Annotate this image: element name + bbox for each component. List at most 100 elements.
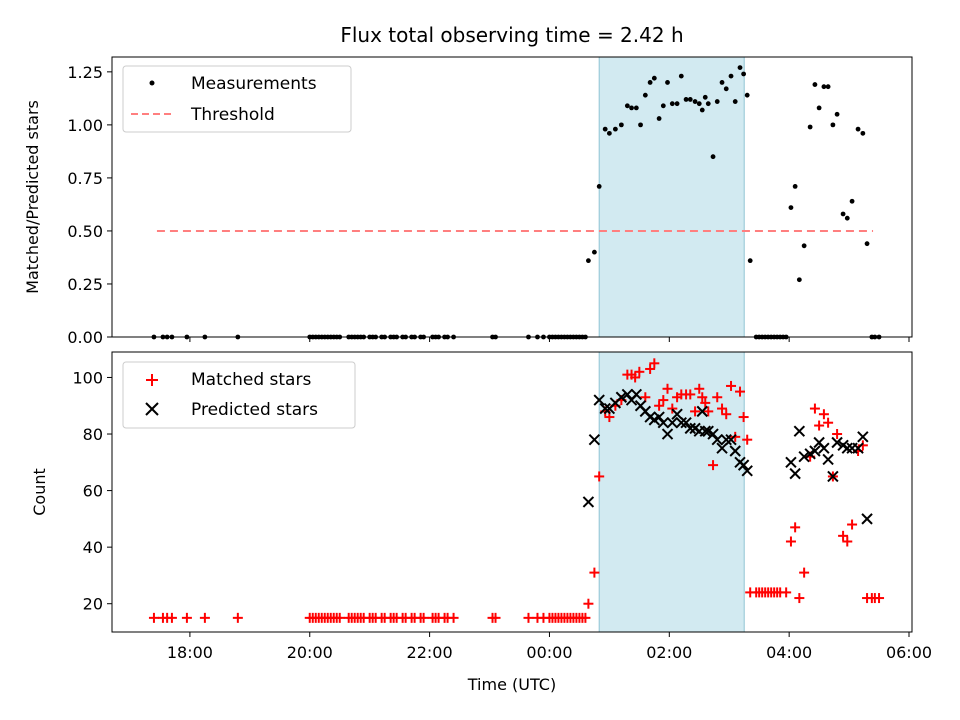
data-point-plus xyxy=(794,593,805,604)
data-point-x xyxy=(666,416,679,429)
data-point xyxy=(821,84,827,90)
data-point xyxy=(807,124,813,130)
data-point xyxy=(674,101,680,107)
x-axis-label: Time (UTC) xyxy=(467,675,556,694)
data-point-plus xyxy=(645,363,656,374)
top-axes-frame xyxy=(111,56,913,338)
data-point xyxy=(844,215,850,221)
data-point xyxy=(747,258,753,264)
data-point xyxy=(855,126,861,132)
data-point xyxy=(860,130,866,136)
data-point-plus xyxy=(490,612,501,623)
data-point xyxy=(612,126,618,132)
data-point-x xyxy=(599,402,611,415)
y-tick-label: 0.25 xyxy=(67,275,103,294)
data-point xyxy=(606,130,612,136)
y-tick-label: 20 xyxy=(83,595,103,614)
legend-label-threshold: Threshold xyxy=(190,105,275,125)
data-point-x xyxy=(621,388,634,401)
top-legend-box xyxy=(122,65,352,133)
data-point xyxy=(642,92,648,98)
data-point xyxy=(702,94,708,100)
data-point-x xyxy=(809,445,821,457)
legend-label-predicted: Predicted stars xyxy=(191,400,318,420)
data-point-x xyxy=(684,422,696,435)
data-point xyxy=(816,105,822,111)
y-tick-label: 0.00 xyxy=(67,328,103,347)
y-tick-label: 0.50 xyxy=(67,222,103,241)
data-point xyxy=(660,103,666,109)
data-point-plus xyxy=(199,612,210,623)
data-point-plus xyxy=(654,400,665,411)
top-panel: Flux total observing time = 2.42 h 0.00 0… xyxy=(23,23,913,347)
data-point-plus xyxy=(738,412,749,423)
data-point-plus xyxy=(694,383,705,394)
data-point-plus xyxy=(832,429,843,440)
data-point xyxy=(812,82,818,87)
x-tick-label: 00:00 xyxy=(526,643,572,662)
data-point xyxy=(849,198,855,204)
data-point-x xyxy=(630,388,643,401)
data-point xyxy=(638,122,643,128)
data-point xyxy=(699,107,705,113)
data-point xyxy=(669,101,675,107)
series-predicted-stars xyxy=(582,388,873,525)
data-point-plus xyxy=(842,536,853,547)
observing-window-shade xyxy=(598,351,745,633)
data-point-x xyxy=(857,431,869,443)
data-point-plus xyxy=(634,366,645,377)
data-point-x xyxy=(593,394,605,406)
data-point-plus xyxy=(418,612,429,623)
data-point xyxy=(801,243,807,249)
legend-marker-matched xyxy=(146,374,158,386)
top-legend: Measurements Threshold xyxy=(122,65,352,133)
data-point xyxy=(788,205,794,211)
data-point-plus xyxy=(721,409,732,420)
data-point-plus xyxy=(334,612,345,623)
data-point-plus xyxy=(838,530,849,541)
y-tick-label: 60 xyxy=(83,482,103,501)
data-point-plus xyxy=(232,612,243,623)
bottom-y-axis-label: Count xyxy=(30,468,49,516)
data-point-plus xyxy=(742,434,753,445)
data-point xyxy=(744,92,750,98)
data-point-plus xyxy=(717,403,728,414)
data-point-x xyxy=(785,456,797,469)
data-point xyxy=(737,65,743,71)
data-point-plus xyxy=(148,612,159,623)
data-point xyxy=(723,86,729,92)
bottom-axes-frame xyxy=(111,351,913,633)
data-point-plus xyxy=(700,397,711,408)
data-point-x xyxy=(671,408,683,420)
data-point xyxy=(633,105,639,111)
data-point-x xyxy=(588,433,601,446)
data-point-x xyxy=(822,453,834,466)
data-point xyxy=(651,75,657,81)
data-point-x xyxy=(841,442,853,454)
data-point xyxy=(624,103,630,109)
data-point-plus xyxy=(589,567,600,578)
y-tick-label: 40 xyxy=(83,538,103,557)
bottom-panel: 20 40 60 80 100 18:00 20:00 22:00 00:00 02:00 04:… xyxy=(30,351,932,694)
data-point-x xyxy=(582,496,595,508)
data-point xyxy=(792,183,798,189)
data-point-plus xyxy=(166,612,177,623)
y-tick-label: 1.25 xyxy=(67,63,103,82)
data-point xyxy=(864,241,870,247)
data-point-plus xyxy=(823,417,834,428)
data-point-plus xyxy=(735,386,746,397)
data-point-plus xyxy=(790,522,801,533)
data-point xyxy=(683,97,689,102)
data-point-plus xyxy=(818,409,829,420)
x-tick-label: 20:00 xyxy=(287,643,333,662)
data-point-x xyxy=(699,425,711,437)
data-point xyxy=(696,101,702,107)
data-point-x xyxy=(680,416,692,429)
data-point xyxy=(834,111,840,117)
data-point-plus xyxy=(662,383,673,394)
data-point-x xyxy=(793,425,806,437)
data-point-plus xyxy=(448,612,459,623)
data-point-x xyxy=(716,442,728,454)
data-point-x xyxy=(661,428,674,440)
